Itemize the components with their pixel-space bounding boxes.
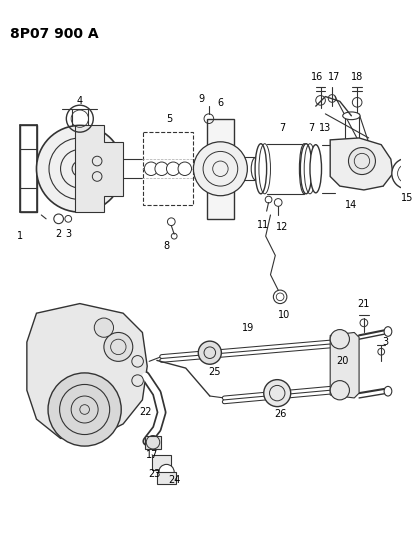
Circle shape (36, 125, 123, 212)
Circle shape (159, 464, 174, 480)
Ellipse shape (254, 144, 266, 194)
Ellipse shape (383, 386, 391, 396)
FancyBboxPatch shape (157, 472, 176, 483)
Text: 25: 25 (208, 367, 221, 377)
Circle shape (263, 379, 290, 407)
Text: 12: 12 (275, 222, 287, 231)
Text: 2: 2 (55, 229, 62, 239)
Text: 19: 19 (242, 322, 254, 333)
Circle shape (193, 142, 247, 196)
Circle shape (330, 381, 349, 400)
Text: 17: 17 (327, 72, 339, 82)
Text: 13: 13 (318, 123, 331, 133)
FancyBboxPatch shape (152, 455, 171, 470)
Circle shape (144, 162, 157, 175)
Polygon shape (27, 304, 147, 438)
Circle shape (104, 333, 133, 361)
Text: 23: 23 (148, 469, 161, 479)
Circle shape (391, 158, 413, 189)
Text: 18: 18 (350, 72, 362, 82)
Polygon shape (75, 125, 123, 212)
Text: 7: 7 (307, 123, 313, 133)
Text: 10: 10 (277, 310, 290, 320)
Text: 5: 5 (166, 114, 172, 124)
Text: 1: 1 (17, 231, 23, 241)
Text: 20: 20 (336, 357, 348, 366)
FancyBboxPatch shape (143, 132, 193, 205)
Circle shape (178, 162, 191, 175)
FancyBboxPatch shape (206, 119, 233, 219)
FancyBboxPatch shape (20, 125, 37, 212)
Text: 26: 26 (273, 409, 286, 419)
Text: 17: 17 (145, 450, 158, 460)
Ellipse shape (251, 157, 260, 180)
Ellipse shape (309, 144, 321, 193)
Text: 15: 15 (400, 192, 413, 203)
Circle shape (48, 373, 121, 446)
Text: 22: 22 (139, 407, 151, 417)
Text: 9: 9 (197, 94, 204, 104)
Ellipse shape (299, 144, 308, 194)
Text: 24: 24 (168, 475, 180, 485)
Polygon shape (330, 333, 358, 398)
Text: 7: 7 (278, 123, 285, 133)
Text: 8: 8 (163, 241, 169, 251)
Ellipse shape (383, 327, 391, 336)
FancyBboxPatch shape (145, 435, 160, 449)
Text: 3: 3 (65, 229, 71, 239)
Text: 4: 4 (76, 96, 83, 107)
Text: 11: 11 (256, 220, 268, 230)
Ellipse shape (342, 112, 359, 119)
Text: 14: 14 (344, 200, 357, 211)
Circle shape (166, 162, 180, 175)
Text: 3: 3 (381, 337, 387, 347)
Ellipse shape (299, 144, 311, 194)
Circle shape (330, 329, 349, 349)
Circle shape (198, 341, 221, 364)
Circle shape (348, 148, 375, 174)
Polygon shape (330, 138, 392, 190)
Text: 16: 16 (310, 72, 322, 82)
Text: 8P07 900 A: 8P07 900 A (10, 27, 99, 41)
Circle shape (154, 162, 168, 175)
Circle shape (94, 318, 113, 337)
Text: 6: 6 (217, 98, 223, 108)
Circle shape (273, 290, 286, 304)
Text: 21: 21 (357, 298, 369, 309)
